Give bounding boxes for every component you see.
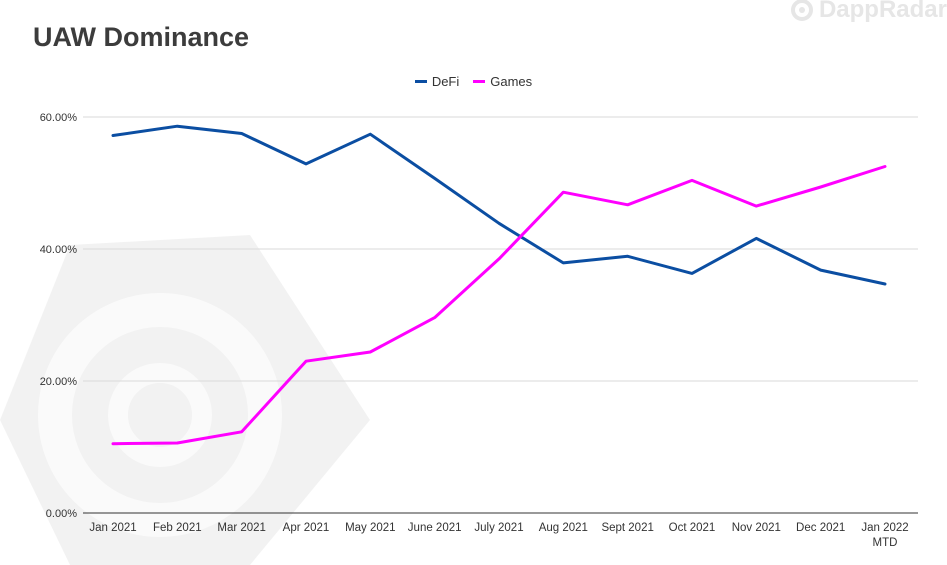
- y-axis-ticks: 0.00% 20.00% 40.00% 60.00%: [40, 112, 78, 520]
- x-tick-label: Mar 2021: [217, 522, 266, 534]
- chart-legend: DeFi Games: [0, 74, 947, 89]
- dappradar-logo-icon: [790, 0, 813, 21]
- watermark-ring: [38, 293, 282, 537]
- chart-title: UAW Dominance: [33, 22, 250, 52]
- series-line-games[interactable]: [111, 165, 887, 446]
- series-line-defi[interactable]: [111, 124, 887, 286]
- y-tick-label: 0.00%: [46, 508, 77, 520]
- x-tick-label: Dec 2021: [796, 522, 845, 534]
- series-lines: [111, 124, 887, 446]
- legend-swatch-defi: [414, 80, 427, 83]
- y-tick-label: 40.00%: [40, 244, 78, 256]
- x-tick-label: June 2021: [408, 522, 462, 534]
- x-axis-ticks: Jan 2021 Feb 2021 Mar 2021 Apr 2021 May 2021…: [89, 522, 908, 549]
- x-tick-label: Apr 2021: [283, 522, 330, 534]
- x-tick-label: July 2021: [474, 522, 523, 534]
- x-tick-label: Jan 2021: [89, 522, 136, 534]
- x-tick-label: Sept 2021: [601, 522, 653, 534]
- legend-label-games: Games: [490, 74, 533, 89]
- watermark-ring-inner: [108, 363, 212, 467]
- x-tick-label: Aug 2021: [539, 522, 588, 534]
- legend-item-games[interactable]: Games: [473, 74, 532, 89]
- x-tick-label: Oct 2021: [669, 522, 716, 534]
- x-tick-label: Feb 2021: [153, 522, 202, 534]
- brand-name: DappRadar: [818, 0, 947, 23]
- x-tick-label: May 2021: [345, 522, 396, 534]
- legend-item-defi[interactable]: DeFi: [414, 74, 460, 89]
- y-tick-label: 60.00%: [40, 112, 78, 124]
- x-tick-label: Nov 2021: [732, 522, 781, 534]
- brand-watermark: DappRadar: [790, 0, 947, 24]
- legend-swatch-games: [473, 80, 486, 83]
- legend-label-defi: DeFi: [431, 74, 460, 89]
- y-tick-label: 20.00%: [40, 376, 78, 388]
- x-tick-label: Jan 2022 MTD: [861, 522, 908, 549]
